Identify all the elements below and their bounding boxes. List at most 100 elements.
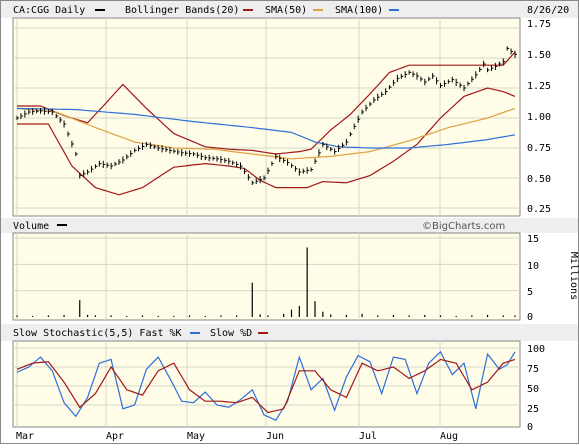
price-bar xyxy=(263,175,267,181)
price-bar xyxy=(447,79,451,84)
sma100-line xyxy=(16,107,516,149)
price-tick-label: 0.50 xyxy=(527,174,551,185)
price-bar xyxy=(341,142,345,148)
price-bar xyxy=(345,138,349,146)
price-bar xyxy=(369,101,372,107)
price-bar xyxy=(71,140,74,148)
price-bar xyxy=(157,145,161,151)
volume-legend-swatch xyxy=(57,224,67,226)
price-bar xyxy=(412,71,416,78)
price-bar xyxy=(432,73,435,79)
volume-unit-label: Millions xyxy=(568,252,579,300)
price-y-ticks: 1.75 1.50 1.25 1.00 0.75 0.50 0.25 xyxy=(527,19,551,215)
volume-tick-label: 10 xyxy=(527,261,539,272)
price-bar xyxy=(494,62,498,70)
price-legend-swatch-ticker xyxy=(95,9,105,11)
stoch-tick-label: 25 xyxy=(527,404,539,415)
price-bar xyxy=(330,147,333,152)
price-bar xyxy=(181,149,184,157)
price-tick-label: 0.75 xyxy=(527,143,551,154)
chart-date: 8/26/20 xyxy=(527,5,569,16)
price-bar xyxy=(306,167,310,174)
price-grid xyxy=(13,18,520,216)
price-bar xyxy=(294,165,298,172)
price-bar xyxy=(212,156,216,161)
price-bar xyxy=(232,160,235,165)
price-bar xyxy=(428,76,431,82)
stoch-y-ticks: 100 75 50 25 0 xyxy=(527,344,545,433)
price-legend-bollinger: Bollinger Bands(20) xyxy=(125,5,239,16)
price-bar xyxy=(67,131,70,137)
price-bar xyxy=(51,108,55,116)
price-bar xyxy=(40,107,43,114)
price-bar xyxy=(255,178,259,185)
price-bar xyxy=(47,109,51,115)
price-legend-swatch-sma50 xyxy=(313,9,323,11)
price-bar xyxy=(204,155,208,161)
price-bar xyxy=(510,48,514,55)
price-bar xyxy=(471,76,474,83)
price-bar xyxy=(102,160,106,168)
price-bar xyxy=(404,71,408,78)
price-bar xyxy=(91,165,94,173)
volume-bars xyxy=(16,247,516,317)
price-bar xyxy=(498,61,502,67)
price-bar xyxy=(161,145,165,153)
price-bar xyxy=(514,50,517,58)
stoch-tick-label: 50 xyxy=(527,384,539,395)
price-bar xyxy=(32,108,35,115)
price-bar xyxy=(185,150,188,156)
price-bar xyxy=(16,115,19,121)
price-bar xyxy=(310,167,314,172)
price-bar xyxy=(392,79,396,86)
x-label-jul: Jul xyxy=(359,431,377,442)
price-bar xyxy=(267,167,270,175)
price-bar xyxy=(420,76,423,82)
volume-tick-label: 0 xyxy=(527,312,533,323)
volume-header-bar xyxy=(1,218,578,233)
price-bar xyxy=(200,152,204,160)
price-bar xyxy=(134,148,137,153)
price-bar xyxy=(43,107,47,115)
price-bar xyxy=(439,83,443,89)
price-bar xyxy=(36,109,39,114)
price-tick-label: 1.75 xyxy=(527,19,551,30)
price-bar xyxy=(192,151,196,157)
price-bar xyxy=(94,164,98,169)
price-bar xyxy=(475,71,478,79)
price-bar xyxy=(443,80,447,87)
price-bar xyxy=(451,76,455,83)
stoch-legend-fastk: Slow Stochastic(5,5) Fast %K xyxy=(13,328,182,339)
price-legend-ticker: CA:CGG Daily xyxy=(13,5,85,16)
price-bar xyxy=(87,169,90,175)
price-bar xyxy=(287,159,290,166)
sma50-line xyxy=(16,107,516,160)
price-bar xyxy=(126,154,129,160)
stoch-series xyxy=(16,350,516,421)
price-bar xyxy=(400,73,404,79)
price-legend-sma100: SMA(100) xyxy=(335,5,383,16)
price-bar xyxy=(424,78,427,86)
price-bar xyxy=(436,77,439,85)
price-bar xyxy=(334,148,337,155)
stoch-fastk-line xyxy=(16,350,516,421)
price-bar xyxy=(236,161,239,168)
price-bar xyxy=(298,168,302,176)
price-bar xyxy=(416,72,419,80)
price-legend-swatch-bollinger xyxy=(243,9,253,11)
price-bar xyxy=(224,157,227,163)
price-bar xyxy=(83,170,86,178)
price-bar xyxy=(389,85,392,90)
price-bar xyxy=(55,113,59,119)
price-bar xyxy=(20,113,23,119)
price-bar xyxy=(24,110,27,118)
price-bar xyxy=(216,155,219,162)
x-label-apr: Apr xyxy=(106,431,124,442)
price-bar xyxy=(106,162,110,168)
price-bar xyxy=(98,160,102,167)
price-bar xyxy=(467,81,470,86)
bollinger-lower-line xyxy=(17,87,516,196)
price-bar xyxy=(459,82,463,88)
volume-grid xyxy=(13,233,520,320)
price-bar xyxy=(275,153,278,160)
